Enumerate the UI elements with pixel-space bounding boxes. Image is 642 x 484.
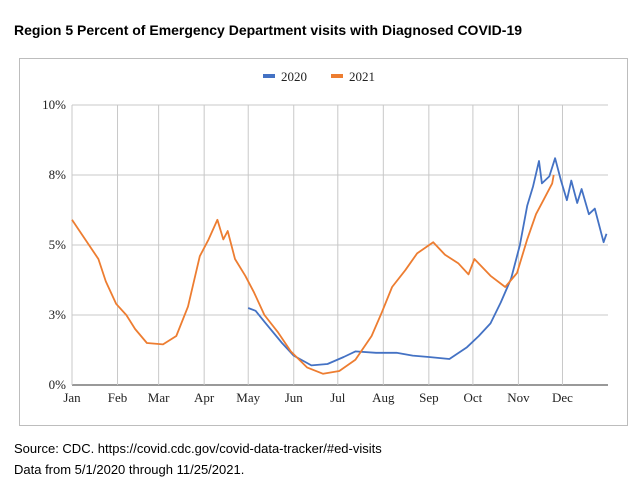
x-tick-label: Dec [552,390,573,405]
legend-swatch-2021 [331,74,343,78]
x-tick-label: Nov [507,390,530,405]
x-tick-label: Sep [419,390,439,405]
line-chart: 0% 3% 5% 8% 10% Jan Feb Mar Apr May Jun Jul Aug Sep Oc… [42,69,608,405]
x-tick-label: Jul [330,390,346,405]
source-text: Source: CDC. https://covid.cdc.gov/covid… [14,441,382,456]
date-range-text: Data from 5/1/2020 through 11/25/2021. [14,462,245,477]
x-tick-label: Apr [194,390,215,405]
y-tick-label: 8% [49,167,67,182]
y-tick-label: 10% [42,97,66,112]
x-tick-label: Feb [108,390,128,405]
x-tick-label: Jun [285,390,304,405]
x-tick-label: Jan [63,390,81,405]
chart-frame [19,58,628,426]
series-line-2021 [71,174,555,375]
y-tick-label: 5% [49,237,67,252]
x-tick-label: Aug [372,390,395,405]
legend-swatch-2020 [263,74,275,78]
x-tick-label: Oct [464,390,483,405]
series-line-2020 [247,157,608,367]
chart-title: Region 5 Percent of Emergency Department… [14,22,523,38]
x-tick-label: May [236,390,260,405]
x-tick-label: Mar [148,390,170,405]
y-tick-label: 0% [49,377,67,392]
y-tick-label: 3% [49,307,67,322]
legend-label-2021: 2021 [349,69,375,84]
legend-label-2020: 2020 [281,69,307,84]
